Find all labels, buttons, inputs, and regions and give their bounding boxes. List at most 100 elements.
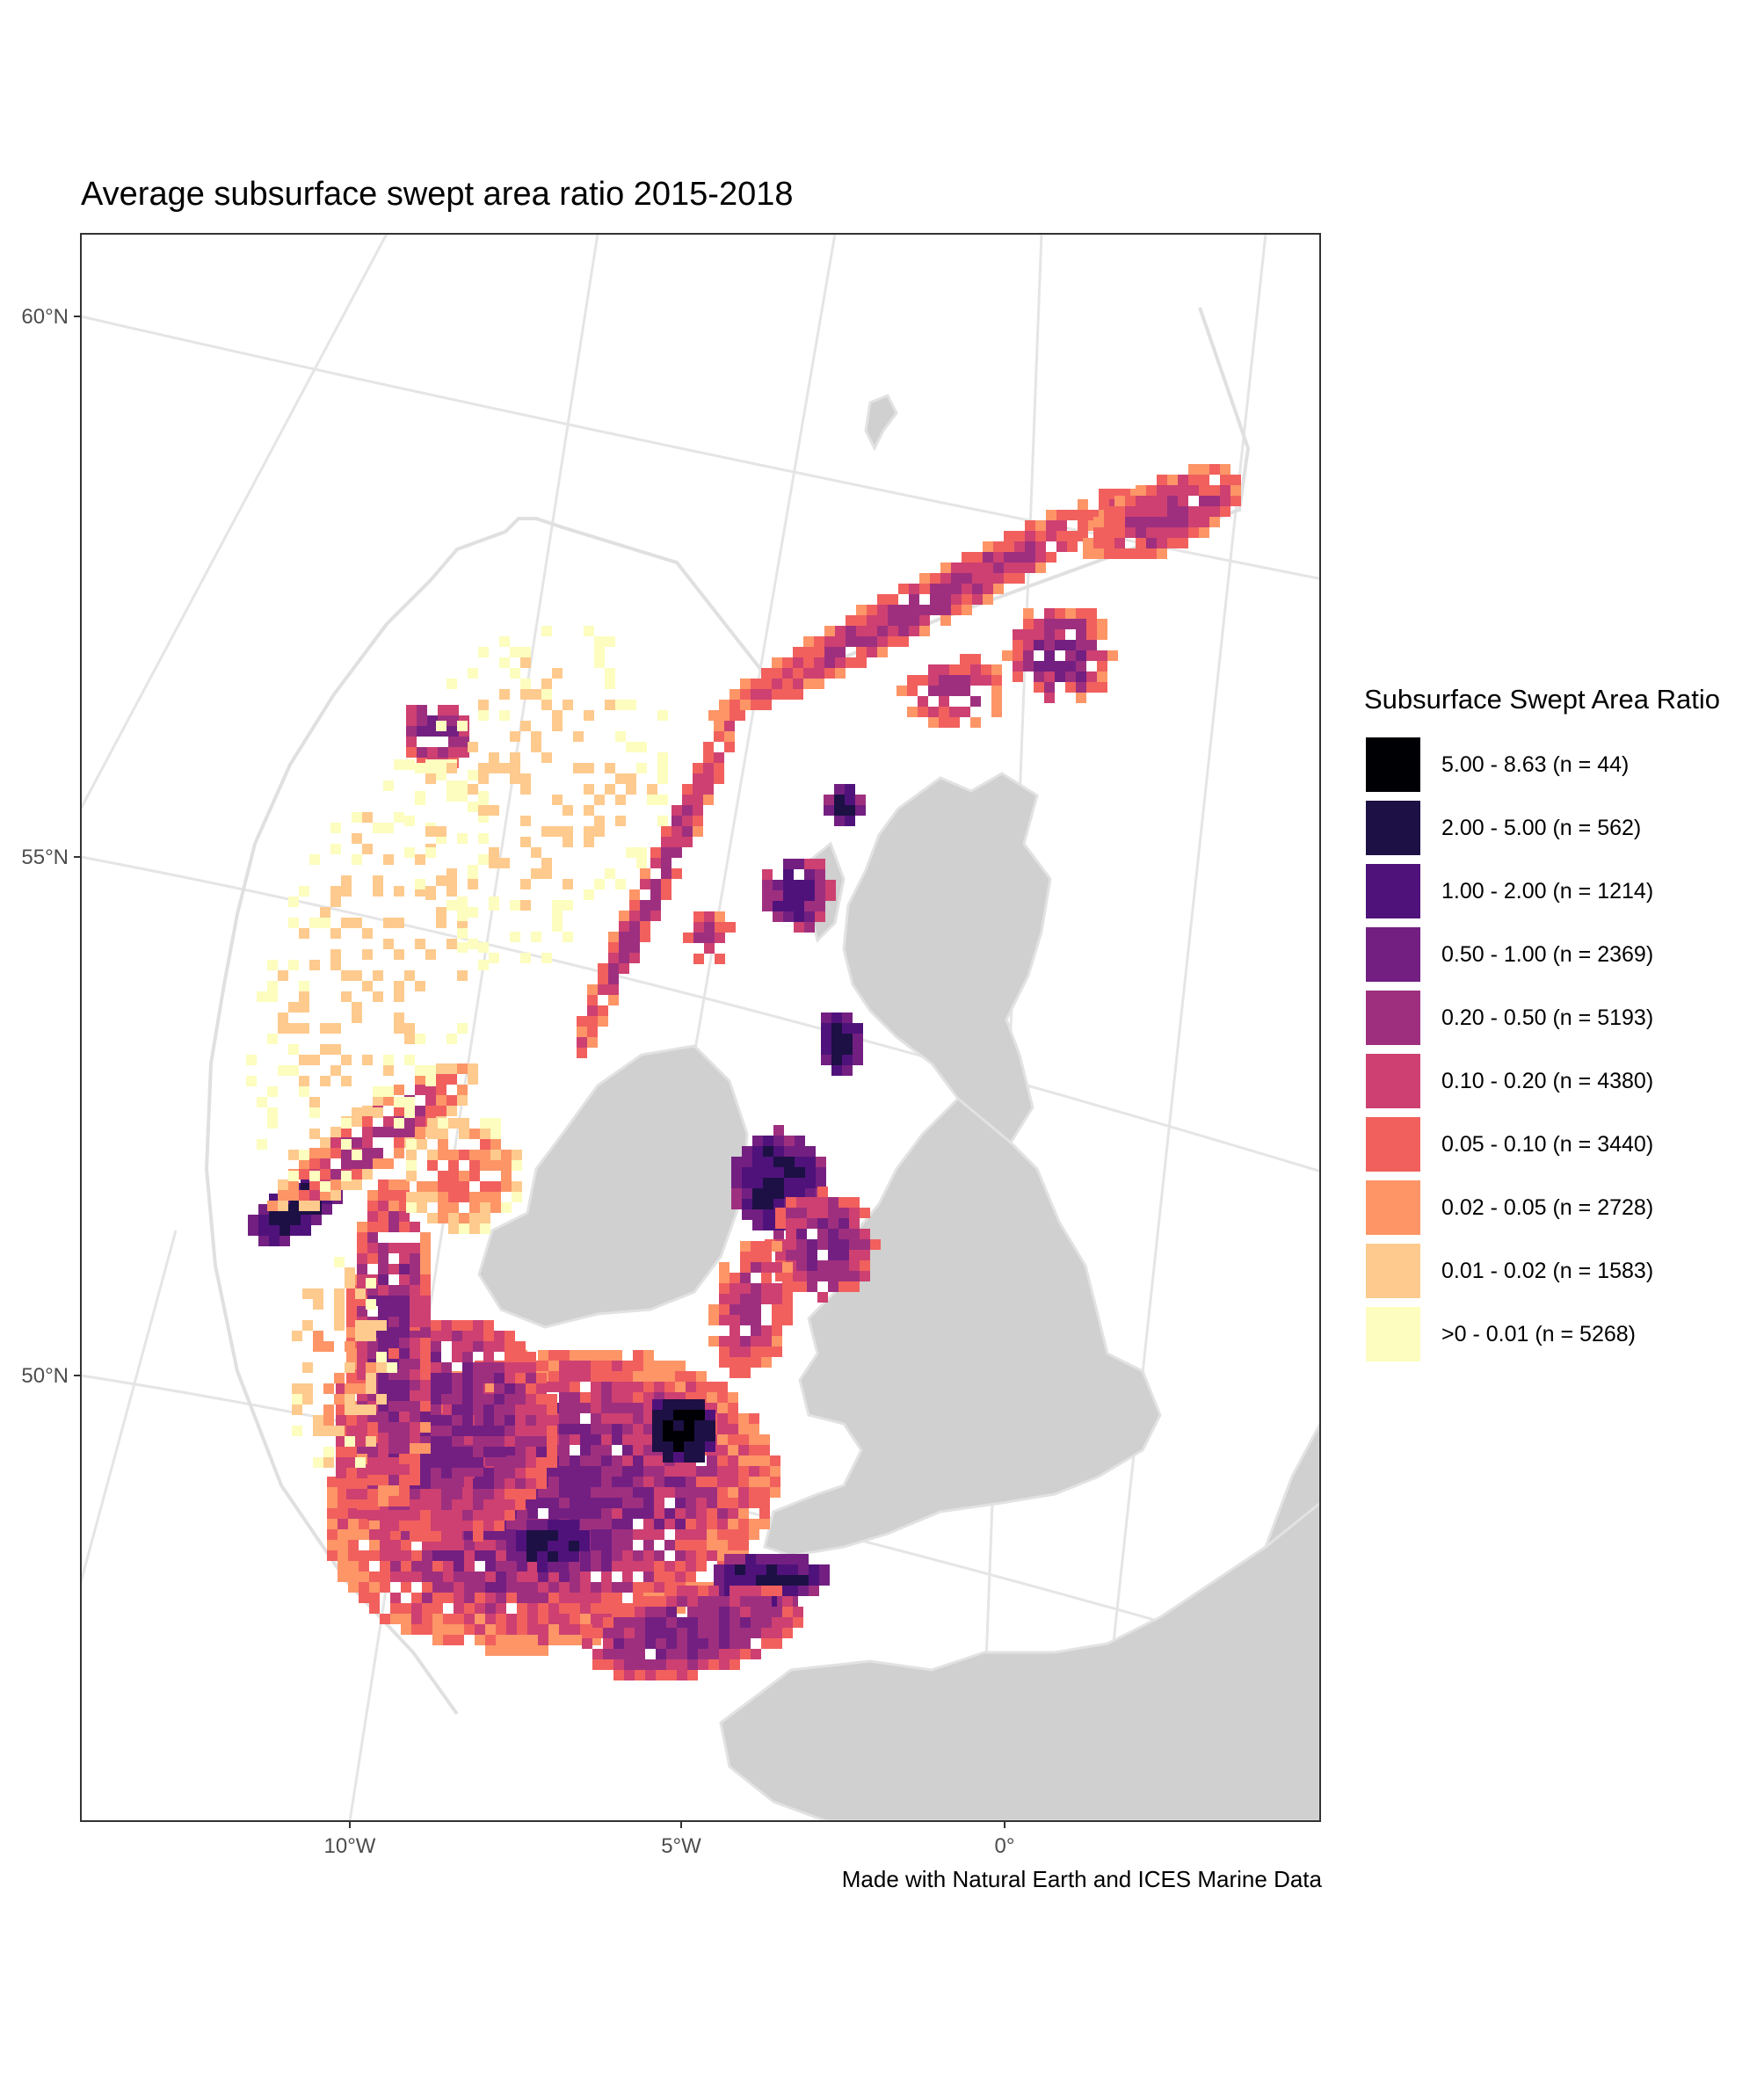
sar-cell bbox=[612, 1550, 622, 1561]
sar-cell bbox=[719, 1596, 730, 1607]
sar-cell bbox=[499, 710, 510, 721]
sar-cell bbox=[763, 1157, 773, 1167]
sar-cell bbox=[527, 1572, 538, 1582]
sar-cell bbox=[1086, 629, 1097, 640]
sar-cell bbox=[777, 1554, 788, 1564]
sar-cell bbox=[496, 1635, 506, 1645]
sar-cell bbox=[1146, 548, 1157, 559]
sar-cell bbox=[334, 1299, 345, 1310]
sar-cell bbox=[422, 1561, 432, 1572]
sar-cell bbox=[1076, 682, 1086, 693]
sar-cell bbox=[292, 1331, 302, 1341]
tick-label-10w: 10°W bbox=[324, 1834, 376, 1858]
sar-cell bbox=[415, 1116, 425, 1127]
sar-cell bbox=[443, 1550, 454, 1561]
sar-cell bbox=[626, 784, 636, 795]
sar-cell bbox=[703, 752, 714, 763]
sar-cell bbox=[1046, 552, 1056, 563]
sar-cell bbox=[740, 1357, 751, 1368]
sar-cell bbox=[708, 1649, 719, 1659]
sar-cell bbox=[311, 1215, 322, 1225]
sar-cell bbox=[580, 1350, 591, 1361]
sar-cell bbox=[390, 1603, 401, 1614]
sar-cell bbox=[740, 679, 751, 689]
sar-cell bbox=[751, 1262, 761, 1273]
sar-cell bbox=[645, 1607, 656, 1617]
sar-cell bbox=[615, 816, 626, 826]
sar-cell bbox=[673, 1420, 684, 1431]
sar-cell bbox=[698, 1596, 708, 1607]
sar-cell bbox=[707, 1529, 717, 1540]
sar-cell bbox=[422, 1572, 432, 1582]
sar-cell bbox=[656, 1596, 666, 1607]
sar-cell bbox=[404, 970, 415, 981]
sar-cell bbox=[601, 1498, 612, 1508]
sar-cell bbox=[454, 1466, 464, 1477]
sar-cell bbox=[1209, 506, 1220, 517]
sar-cell bbox=[807, 1260, 817, 1271]
sar-cell bbox=[613, 1617, 624, 1628]
sar-cell bbox=[489, 847, 499, 858]
sar-cell bbox=[410, 1338, 420, 1348]
sar-cell bbox=[742, 1178, 752, 1188]
sar-cell bbox=[366, 1278, 376, 1288]
sar-cell bbox=[489, 805, 499, 816]
sar-cell bbox=[591, 1434, 601, 1445]
sar-cell bbox=[951, 594, 962, 605]
sar-cell bbox=[759, 1508, 770, 1519]
sar-cell bbox=[378, 1454, 388, 1464]
sar-cell bbox=[612, 1392, 622, 1403]
sar-cell bbox=[796, 1229, 807, 1239]
sar-cell bbox=[383, 1065, 394, 1076]
sar-cell bbox=[704, 933, 715, 943]
sar-cell bbox=[717, 1540, 728, 1550]
sar-cell bbox=[299, 1158, 309, 1169]
sar-cell bbox=[675, 1519, 686, 1529]
sar-cell bbox=[406, 726, 417, 737]
sar-cell bbox=[834, 816, 845, 826]
sar-cell bbox=[698, 1617, 708, 1628]
sar-cell bbox=[624, 1638, 635, 1649]
sar-cell bbox=[1034, 629, 1044, 640]
sar-cell bbox=[580, 1434, 591, 1445]
sar-cell bbox=[1013, 629, 1023, 640]
sar-cell bbox=[431, 1478, 441, 1489]
sar-cell bbox=[475, 1582, 485, 1593]
sar-cell bbox=[570, 1413, 580, 1424]
sar-cell bbox=[422, 1624, 432, 1635]
sar-cell bbox=[443, 1582, 454, 1593]
sar-cell bbox=[499, 657, 510, 668]
sar-cell bbox=[798, 1564, 809, 1575]
sar-cell bbox=[1097, 650, 1107, 661]
legend-label: 0.10 - 0.20 (n = 4380) bbox=[1441, 1068, 1654, 1093]
sar-cell bbox=[970, 654, 981, 664]
sar-cell bbox=[919, 615, 930, 626]
sar-cell bbox=[309, 1129, 320, 1139]
sar-cell bbox=[499, 858, 510, 868]
sar-cell bbox=[302, 1383, 313, 1394]
sar-cell bbox=[526, 1394, 536, 1405]
sar-cell bbox=[490, 1150, 501, 1160]
sar-cell bbox=[715, 911, 725, 922]
sar-cell bbox=[654, 1477, 664, 1487]
sar-cell bbox=[751, 1607, 761, 1617]
sar-cell bbox=[362, 1106, 373, 1116]
sar-cell bbox=[448, 737, 459, 747]
sar-cell bbox=[831, 1065, 842, 1076]
graticule-meridian-0 bbox=[978, 234, 1043, 1821]
sar-cell bbox=[548, 1562, 558, 1572]
sar-cell bbox=[357, 1468, 367, 1478]
sar-cell bbox=[345, 1362, 355, 1373]
sar-cell bbox=[730, 710, 740, 721]
sar-cell bbox=[591, 1498, 601, 1508]
sar-cell bbox=[459, 1181, 469, 1192]
sar-cell bbox=[663, 1420, 673, 1431]
sar-cell bbox=[1086, 682, 1097, 693]
sar-cell bbox=[278, 1013, 288, 1023]
sar-cell bbox=[601, 1371, 612, 1382]
sar-cell bbox=[594, 879, 605, 889]
sar-cell bbox=[708, 710, 719, 721]
sar-cell bbox=[357, 1489, 367, 1499]
sar-cell bbox=[478, 942, 489, 953]
sar-cell bbox=[962, 563, 972, 573]
